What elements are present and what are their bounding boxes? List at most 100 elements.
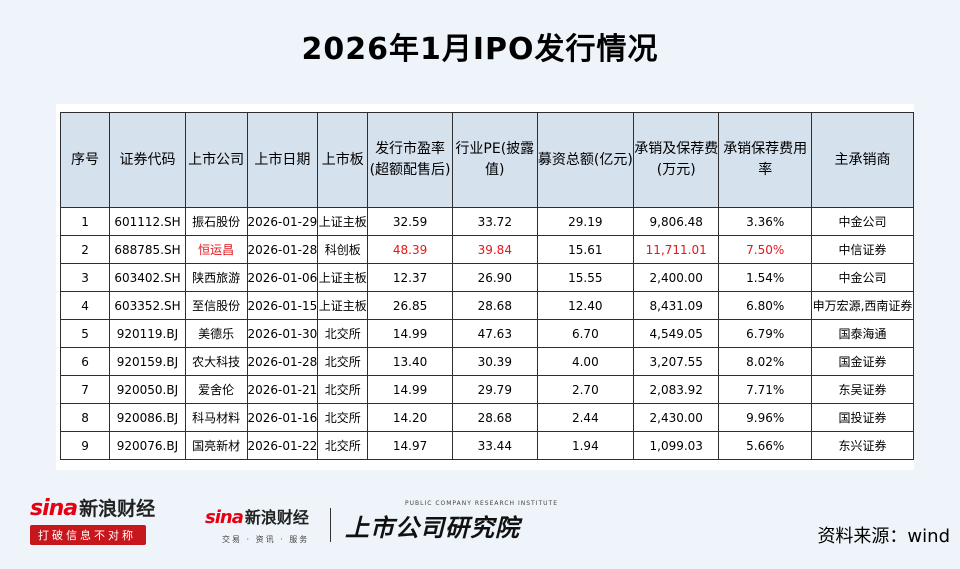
cell-board: 北交所 <box>317 431 369 460</box>
cell-underwriter: 东吴证券 <box>810 375 915 404</box>
cell-code: 920086.BJ <box>109 403 186 432</box>
logo-divider <box>330 508 331 542</box>
cell-rate: 3.36% <box>718 207 812 236</box>
header-fee: 承销及保荐费(万元) <box>633 112 720 208</box>
cell-no: 3 <box>59 263 111 292</box>
cell-industry-pe: 30.39 <box>451 347 538 376</box>
cell-company: 陕西旅游 <box>184 263 248 292</box>
cell-industry-pe: 47.63 <box>451 319 538 348</box>
cell-underwriter: 国金证券 <box>810 347 915 376</box>
cell-company: 爱舍伦 <box>184 375 248 404</box>
cell-underwriter: 中金公司 <box>810 207 915 236</box>
header-code: 证券代码 <box>109 112 186 208</box>
cell-rate: 6.80% <box>718 291 812 320</box>
cell-company: 科马材料 <box>184 403 248 432</box>
cell-rate: 8.02% <box>718 347 812 376</box>
cell-pe: 14.97 <box>367 431 453 460</box>
cell-no: 9 <box>59 431 111 460</box>
cell-code: 603352.SH <box>109 291 186 320</box>
header-pe: 发行市盈率(超额配售后) <box>367 112 453 208</box>
cell-fee: 1,099.03 <box>633 431 720 460</box>
cell-pe: 32.59 <box>367 207 453 236</box>
cell-rate: 7.50% <box>718 235 812 264</box>
cell-code: 920076.BJ <box>109 431 186 460</box>
header-raise: 募资总额(亿元) <box>536 112 635 208</box>
cell-code: 688785.SH <box>109 235 186 264</box>
cell-rate: 6.79% <box>718 319 812 348</box>
cell-date: 2026-01-16 <box>246 403 319 432</box>
cell-fee: 2,430.00 <box>633 403 720 432</box>
cell-industry-pe: 39.84 <box>451 235 538 264</box>
cell-pe: 12.37 <box>367 263 453 292</box>
cell-raise: 15.55 <box>536 263 635 292</box>
sina-finance-logo: sina 新浪财经 打破信息不对称 <box>30 494 155 545</box>
cell-fee: 3,207.55 <box>633 347 720 376</box>
cell-pe: 14.99 <box>367 375 453 404</box>
cell-raise: 2.70 <box>536 375 635 404</box>
table-row: 3 603402.SH 陕西旅游 2026-01-06 上证主板 12.37 2… <box>59 263 915 292</box>
table-row: 1 601112.SH 振石股份 2026-01-29 上证主板 32.59 3… <box>59 207 915 236</box>
cell-underwriter: 中信证券 <box>810 235 915 264</box>
cell-fee: 4,549.05 <box>633 319 720 348</box>
cell-underwriter: 申万宏源,西南证券 <box>810 291 915 320</box>
sina-wordmark: sina <box>205 507 244 528</box>
sina-finance-logo-small: sina 新浪财经 <box>205 504 309 528</box>
cell-code: 920050.BJ <box>109 375 186 404</box>
cell-board: 上证主板 <box>317 291 369 320</box>
cell-rate: 5.66% <box>718 431 812 460</box>
cell-rate: 7.71% <box>718 375 812 404</box>
cell-no: 1 <box>59 207 111 236</box>
header-rate: 承销保荐费用率 <box>718 112 812 208</box>
table-row: 6 920159.BJ 农大科技 2026-01-28 北交所 13.40 30… <box>59 347 915 376</box>
cell-fee: 9,806.48 <box>633 207 720 236</box>
page-title: 2026年1月IPO发行情况 <box>301 32 659 67</box>
table-row-highlighted: 2 688785.SH 恒运昌 2026-01-28 科创板 48.39 39.… <box>59 235 915 264</box>
cell-board: 上证主板 <box>317 263 369 292</box>
cell-industry-pe: 26.90 <box>451 263 538 292</box>
cell-company: 振石股份 <box>184 207 248 236</box>
header-board: 上市板 <box>317 112 369 208</box>
cell-board: 北交所 <box>317 403 369 432</box>
cell-raise: 4.00 <box>536 347 635 376</box>
sina-finance-cn: 新浪财经 <box>244 508 309 527</box>
cell-pe: 48.39 <box>367 235 453 264</box>
header-underwriter: 主承销商 <box>810 112 915 208</box>
logo-slogan: 打破信息不对称 <box>30 525 146 545</box>
cell-underwriter: 国投证券 <box>810 403 915 432</box>
cell-no: 7 <box>59 375 111 404</box>
cell-raise: 1.94 <box>536 431 635 460</box>
table-row: 8 920086.BJ 科马材料 2026-01-16 北交所 14.20 28… <box>59 403 915 432</box>
cell-raise: 6.70 <box>536 319 635 348</box>
header-company: 上市公司 <box>184 112 248 208</box>
cell-board: 北交所 <box>317 319 369 348</box>
cell-date: 2026-01-21 <box>246 375 319 404</box>
table-row: 5 920119.BJ 美德乐 2026-01-30 北交所 14.99 47.… <box>59 319 915 348</box>
cell-code: 920159.BJ <box>109 347 186 376</box>
cell-underwriter: 国泰海通 <box>810 319 915 348</box>
table-header-row: 序号 证券代码 上市公司 上市日期 上市板 发行市盈率(超额配售后) 行业PE(… <box>59 112 915 208</box>
cell-date: 2026-01-28 <box>246 235 319 264</box>
cell-pe: 13.40 <box>367 347 453 376</box>
cell-board: 北交所 <box>317 375 369 404</box>
cell-fee: 2,083.92 <box>633 375 720 404</box>
cell-pe: 26.85 <box>367 291 453 320</box>
cell-industry-pe: 29.79 <box>451 375 538 404</box>
cell-code: 603402.SH <box>109 263 186 292</box>
cell-fee: 11,711.01 <box>633 235 720 264</box>
table-row: 4 603352.SH 至信股份 2026-01-15 上证主板 26.85 2… <box>59 291 915 320</box>
ipo-table-container: 序号 证券代码 上市公司 上市日期 上市板 发行市盈率(超额配售后) 行业PE(… <box>56 104 915 470</box>
logo-services: 交易 · 资讯 · 服务 <box>222 535 310 544</box>
cell-no: 4 <box>59 291 111 320</box>
sina-wordmark: sina <box>30 496 78 521</box>
cell-industry-pe: 28.68 <box>451 291 538 320</box>
ipo-table: 序号 证券代码 上市公司 上市日期 上市板 发行市盈率(超额配售后) 行业PE(… <box>59 112 915 460</box>
cell-no: 6 <box>59 347 111 376</box>
sina-finance-cn: 新浪财经 <box>79 498 156 520</box>
cell-no: 2 <box>59 235 111 264</box>
institute-en: PUBLIC COMPANY RESEARCH INSTITUTE <box>405 500 558 507</box>
cell-code: 920119.BJ <box>109 319 186 348</box>
header-date: 上市日期 <box>246 112 319 208</box>
table-row: 9 920076.BJ 国亮新材 2026-01-22 北交所 14.97 33… <box>59 431 915 460</box>
cell-industry-pe: 33.72 <box>451 207 538 236</box>
cell-board: 北交所 <box>317 347 369 376</box>
